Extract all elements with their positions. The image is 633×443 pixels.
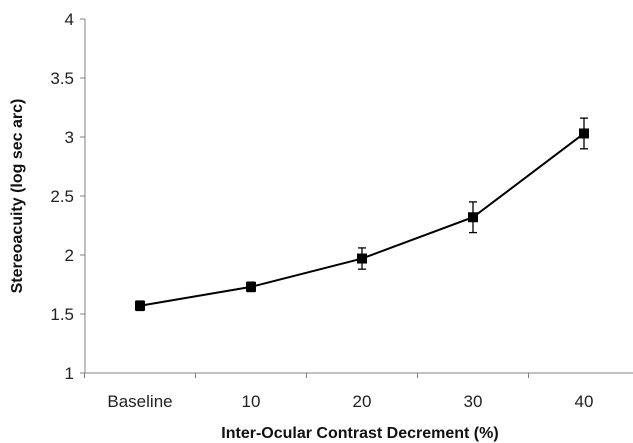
y-tick-label: 1.5 (50, 305, 74, 324)
y-tick-label: 3 (65, 128, 74, 147)
y-tick-label: 1 (65, 364, 74, 383)
x-tick-label: Baseline (107, 392, 172, 411)
data-point-marker (468, 212, 478, 223)
y-tick-label: 3.5 (50, 69, 74, 88)
x-tick-label: 10 (242, 392, 261, 411)
data-point-marker (357, 253, 367, 264)
data-point-marker (246, 281, 256, 292)
data-series (135, 117, 589, 312)
y-axis-ticks: 1 1.5 2 2.5 3 3.5 4 (50, 10, 85, 383)
x-tick-label: 40 (575, 392, 594, 411)
x-axis-title: Inter-Ocular Contrast Decrement (%) (221, 425, 498, 442)
series-line (139, 132, 585, 307)
data-point-marker (579, 128, 589, 139)
y-axis-title: Stereoacuity (log sec arc) (9, 99, 26, 294)
y-tick-label: 2.5 (50, 187, 74, 206)
axes (84, 19, 633, 374)
data-point-marker (135, 300, 145, 311)
x-tick-label: 30 (464, 392, 483, 411)
x-axis-ticks: Baseline 10 20 30 40 (84, 373, 594, 411)
x-tick-label: 20 (353, 392, 372, 411)
y-tick-label: 2 (65, 246, 74, 265)
y-tick-label: 4 (65, 10, 74, 29)
